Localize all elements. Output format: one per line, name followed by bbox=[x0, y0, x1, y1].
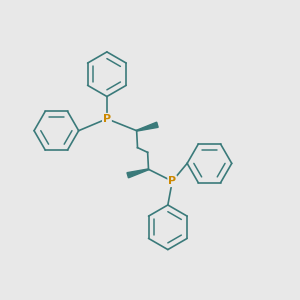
Polygon shape bbox=[136, 122, 158, 131]
Polygon shape bbox=[127, 169, 148, 178]
Text: P: P bbox=[103, 114, 111, 124]
Text: P: P bbox=[168, 176, 176, 186]
